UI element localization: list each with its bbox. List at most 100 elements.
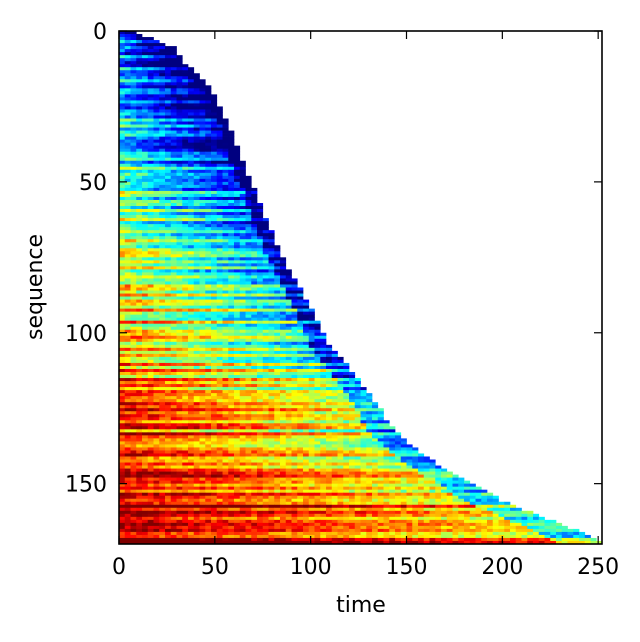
heatmap-cell bbox=[337, 456, 344, 460]
heatmap-cell bbox=[418, 474, 425, 478]
heatmap-cell bbox=[239, 251, 246, 255]
heatmap-cell bbox=[188, 224, 195, 228]
heatmap-cell bbox=[234, 396, 241, 400]
heatmap-cell bbox=[234, 272, 241, 276]
heatmap-cell bbox=[285, 347, 292, 352]
heatmap-cell bbox=[124, 429, 131, 433]
heatmap-cell bbox=[119, 444, 126, 448]
heatmap-cell bbox=[199, 151, 206, 156]
heatmap-cell bbox=[245, 450, 252, 454]
heatmap-cell bbox=[216, 344, 223, 349]
heatmap-cell bbox=[182, 245, 189, 249]
heatmap-cell bbox=[360, 402, 367, 406]
heatmap-cell bbox=[199, 287, 206, 291]
heatmap-cell bbox=[193, 272, 200, 276]
heatmap-cell bbox=[245, 474, 252, 478]
heatmap-cell bbox=[182, 73, 189, 77]
heatmap-cell bbox=[193, 308, 200, 312]
heatmap-cell bbox=[124, 368, 131, 373]
heatmap-cell bbox=[234, 145, 241, 150]
heatmap-cell bbox=[274, 302, 281, 306]
heatmap-cell bbox=[159, 417, 166, 421]
heatmap-cell bbox=[389, 489, 396, 494]
heatmap-cell bbox=[147, 269, 154, 273]
heatmap-cell bbox=[262, 293, 269, 297]
heatmap-cell bbox=[205, 187, 212, 192]
heatmap-cell bbox=[297, 456, 304, 460]
heatmap-cell bbox=[165, 263, 172, 267]
heatmap-cell bbox=[366, 444, 373, 448]
heatmap-cell bbox=[234, 305, 241, 309]
heatmap-cell bbox=[320, 368, 327, 373]
heatmap-cell bbox=[170, 236, 177, 240]
heatmap-cell bbox=[159, 79, 166, 83]
heatmap-cell bbox=[176, 483, 183, 488]
heatmap-cell bbox=[303, 350, 310, 355]
heatmap-cell bbox=[136, 435, 143, 439]
heatmap-cell bbox=[159, 142, 166, 147]
heatmap-cell bbox=[251, 474, 258, 478]
heatmap-cell bbox=[176, 61, 183, 65]
heatmap-cell bbox=[119, 49, 126, 53]
heatmap-cell bbox=[182, 118, 189, 122]
heatmap-cell bbox=[188, 127, 195, 131]
heatmap-cell bbox=[153, 384, 160, 388]
heatmap-cell bbox=[182, 468, 189, 472]
heatmap-cell bbox=[142, 187, 149, 192]
heatmap-cell bbox=[251, 281, 258, 285]
heatmap-cell bbox=[360, 483, 367, 488]
heatmap-cell bbox=[170, 248, 177, 252]
heatmap-cell bbox=[216, 199, 223, 204]
heatmap-cell bbox=[147, 263, 154, 267]
heatmap-cell bbox=[291, 390, 298, 394]
heatmap-cell bbox=[165, 127, 172, 131]
heatmap-cell bbox=[291, 359, 298, 364]
heatmap-cell bbox=[136, 46, 143, 50]
heatmap-cell bbox=[337, 399, 344, 403]
heatmap-cell bbox=[124, 317, 131, 322]
heatmap-cell bbox=[130, 417, 137, 421]
heatmap-cell bbox=[188, 305, 195, 309]
heatmap-cell bbox=[245, 326, 252, 331]
heatmap-cell bbox=[395, 432, 402, 436]
heatmap-cell bbox=[314, 417, 321, 421]
heatmap-cell bbox=[274, 423, 281, 427]
heatmap-cell bbox=[153, 236, 160, 240]
heatmap-cell bbox=[130, 160, 137, 165]
heatmap-cell bbox=[354, 483, 361, 488]
heatmap-cell bbox=[274, 453, 281, 457]
heatmap-cell bbox=[268, 498, 275, 503]
heatmap-cell bbox=[285, 332, 292, 337]
heatmap-cell bbox=[188, 287, 195, 291]
heatmap-cell bbox=[188, 387, 195, 391]
heatmap-cell bbox=[262, 290, 269, 294]
heatmap-cell bbox=[153, 468, 160, 472]
heatmap-cell bbox=[170, 184, 177, 189]
heatmap-cell bbox=[228, 456, 235, 460]
heatmap-cell bbox=[153, 465, 160, 469]
heatmap-cell bbox=[142, 175, 149, 180]
heatmap-cell bbox=[159, 320, 166, 325]
heatmap-cell bbox=[389, 498, 396, 503]
heatmap-cell bbox=[130, 127, 137, 131]
heatmap-cell bbox=[389, 459, 396, 463]
heatmap-cell bbox=[251, 266, 258, 270]
heatmap-cell bbox=[165, 85, 172, 89]
heatmap-cell bbox=[268, 365, 275, 370]
heatmap-cell bbox=[136, 441, 143, 445]
heatmap-cell bbox=[170, 94, 177, 98]
heatmap-cell bbox=[216, 390, 223, 394]
heatmap-cell bbox=[389, 483, 396, 488]
heatmap-cell bbox=[119, 169, 126, 174]
heatmap-cell bbox=[268, 302, 275, 306]
heatmap-cell bbox=[142, 329, 149, 334]
heatmap-cell bbox=[274, 350, 281, 355]
heatmap-cell bbox=[222, 368, 229, 373]
heatmap-cell bbox=[159, 109, 166, 113]
heatmap-cell bbox=[170, 76, 177, 80]
heatmap-cell bbox=[199, 130, 206, 134]
heatmap-cell bbox=[257, 203, 264, 207]
heatmap-cell bbox=[268, 353, 275, 358]
heatmap-cell bbox=[124, 311, 131, 316]
heatmap-cell bbox=[205, 359, 212, 364]
